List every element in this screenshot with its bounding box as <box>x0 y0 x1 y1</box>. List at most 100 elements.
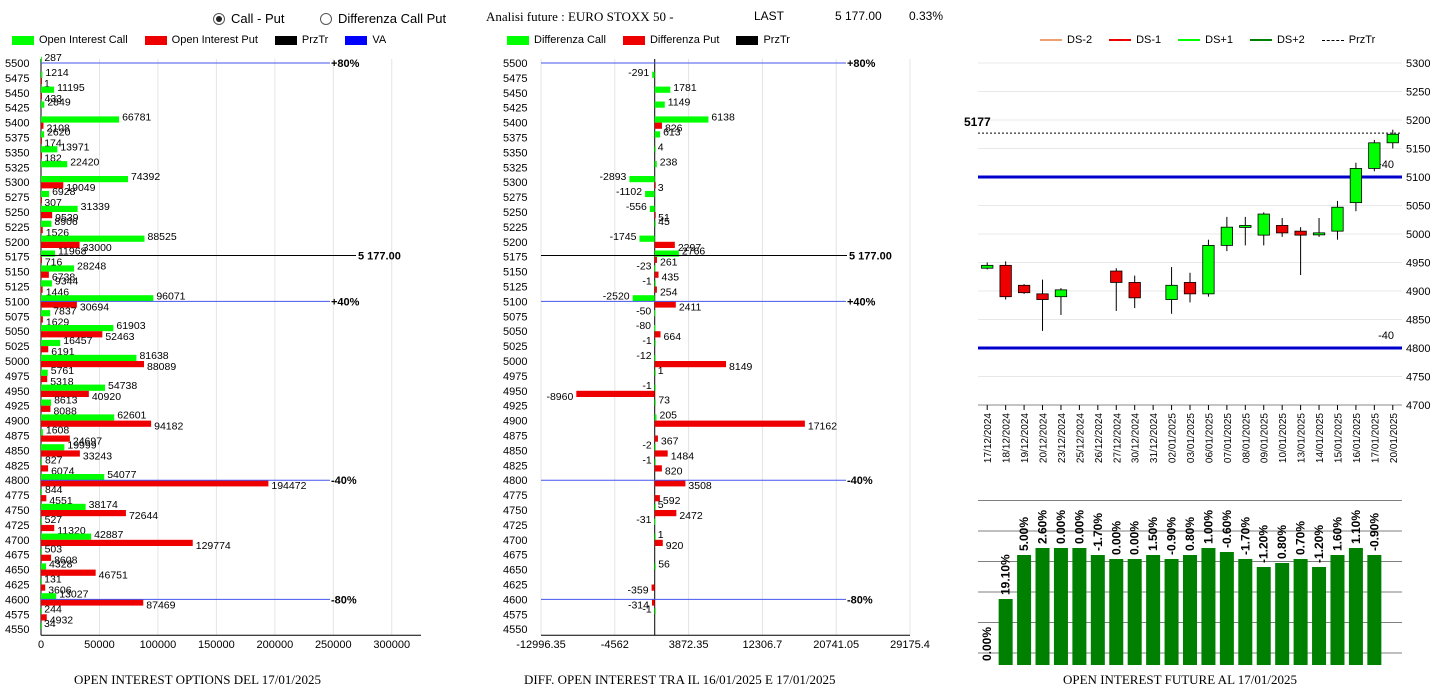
put-bar <box>576 390 655 397</box>
strike-label: 5225 <box>5 222 29 234</box>
pct-label: 0.70% <box>1294 521 1308 555</box>
call-bar <box>41 205 78 212</box>
pct-label: 0.00% <box>1128 521 1142 555</box>
call-value-label: 74392 <box>131 171 160 183</box>
put-bar <box>41 152 42 159</box>
call-bar <box>654 384 656 391</box>
call-value-label: -1 <box>642 454 651 466</box>
last-label: LAST <box>754 9 785 23</box>
radio-dot-selected[interactable] <box>213 12 225 25</box>
candle-body <box>1017 284 1031 294</box>
y-tick-label: 4800 <box>1406 343 1430 355</box>
swatch-ds+1 <box>1178 39 1201 41</box>
date-label: 25/12/2024 <box>1075 413 1086 463</box>
legend-diff-prztr: PrzTr <box>763 34 790 46</box>
strike-label: 4900 <box>5 416 29 428</box>
put-value-label: 920 <box>666 540 684 552</box>
pct-bar <box>1275 563 1290 665</box>
candle-body <box>1202 244 1215 295</box>
legend-put: Open Interest Put <box>171 34 258 46</box>
pct-bar <box>1182 555 1198 665</box>
date-label: 17/01/2025 <box>1370 413 1381 463</box>
date-label: 16/01/2025 <box>1352 413 1363 463</box>
call-bar <box>654 339 656 347</box>
strike-label: 5350 <box>503 147 527 159</box>
call-bar <box>41 101 45 108</box>
date-label: 31/12/2024 <box>1149 413 1160 463</box>
legend-diff-put: Differenza Put <box>649 34 720 46</box>
strike-label: 5200 <box>503 237 527 249</box>
date-label: 14/01/2025 <box>1315 413 1326 463</box>
put-value-label: 19049 <box>66 182 95 194</box>
y-tick-label: 5300 <box>1406 58 1430 70</box>
legend-future: DS-2 DS-1 DS+1 DS+2 PrzTr <box>1040 34 1392 46</box>
put-bar <box>41 390 89 397</box>
y-tick-label: 4900 <box>1406 286 1430 298</box>
put-value-label: 30694 <box>80 301 109 313</box>
swatch-diff-call <box>507 35 529 45</box>
strike-label: 4975 <box>5 371 29 383</box>
prztr-label: 5 177.00 <box>849 251 892 263</box>
call-value-label: -1 <box>642 335 651 347</box>
strike-label: 4775 <box>503 490 527 502</box>
date-label: 27/12/2024 <box>1112 413 1123 463</box>
pct-bar <box>1017 555 1032 665</box>
put-value-label: 40920 <box>92 391 121 403</box>
strike-label: 5050 <box>503 326 527 338</box>
call-bar <box>41 220 52 227</box>
put-bar <box>654 122 662 129</box>
call-value-label: 844 <box>45 484 63 496</box>
call-bar <box>41 488 42 496</box>
put-value-label: 826 <box>665 123 683 135</box>
put-bar <box>41 226 43 234</box>
date-label: 10/01/2025 <box>1278 413 1289 463</box>
y-tick-label: 5100 <box>1406 172 1430 184</box>
swatch-va <box>345 35 368 45</box>
strike-label: 5250 <box>5 207 29 219</box>
call-value-label: -291 <box>628 67 649 79</box>
call-bar <box>654 250 679 257</box>
put-value-label: 592 <box>663 495 681 507</box>
va-label: -40% <box>847 475 873 487</box>
put-bar <box>41 480 269 487</box>
radio-dot[interactable] <box>320 12 332 25</box>
call-bar <box>654 325 656 332</box>
radio-differenza[interactable]: Differenza Call Put <box>320 11 446 26</box>
strike-label: 4950 <box>5 386 29 398</box>
strike-label: 4875 <box>503 431 527 443</box>
call-value-label: 31339 <box>81 201 110 213</box>
call-value-label: 9344 <box>55 276 79 288</box>
call-value-label: 8613 <box>54 395 78 407</box>
date-label: 26/12/2024 <box>1094 413 1105 463</box>
pct-label: -1.20% <box>1257 525 1271 563</box>
strike-label: 4600 <box>5 594 29 606</box>
x-tick-label: 300000 <box>373 639 410 651</box>
strike-label: 5275 <box>5 192 29 204</box>
pct-label: -0.60% <box>1220 510 1234 548</box>
call-value-label: -2 <box>642 439 651 451</box>
x-tick-label: 250000 <box>315 639 352 651</box>
call-bar <box>654 354 656 361</box>
put-value-label: 2108 <box>46 123 70 135</box>
put-bar <box>651 599 655 606</box>
put-value-label: 367 <box>661 436 679 448</box>
date-label: 19/12/2024 <box>1020 413 1031 463</box>
call-value-label: 56 <box>658 559 670 571</box>
pct-label: -1.70% <box>1091 513 1105 551</box>
pct-bar <box>1053 548 1068 665</box>
call-value-label: 5761 <box>51 365 75 377</box>
call-bar <box>41 235 145 242</box>
strike-label: 5125 <box>5 282 29 294</box>
call-bar <box>652 71 655 78</box>
y-tick-label: 5250 <box>1406 87 1430 99</box>
strike-label: 5475 <box>5 73 29 85</box>
call-bar <box>41 459 42 466</box>
call-value-label: -1745 <box>610 231 637 243</box>
swatch-diff-prztr <box>736 35 759 45</box>
strike-label: 4675 <box>5 550 29 562</box>
last-value: 5 177.00 <box>835 9 882 23</box>
put-bar <box>654 450 668 457</box>
call-value-label: 19999 <box>67 439 96 451</box>
radio-call-put[interactable]: Call - Put <box>213 11 284 26</box>
